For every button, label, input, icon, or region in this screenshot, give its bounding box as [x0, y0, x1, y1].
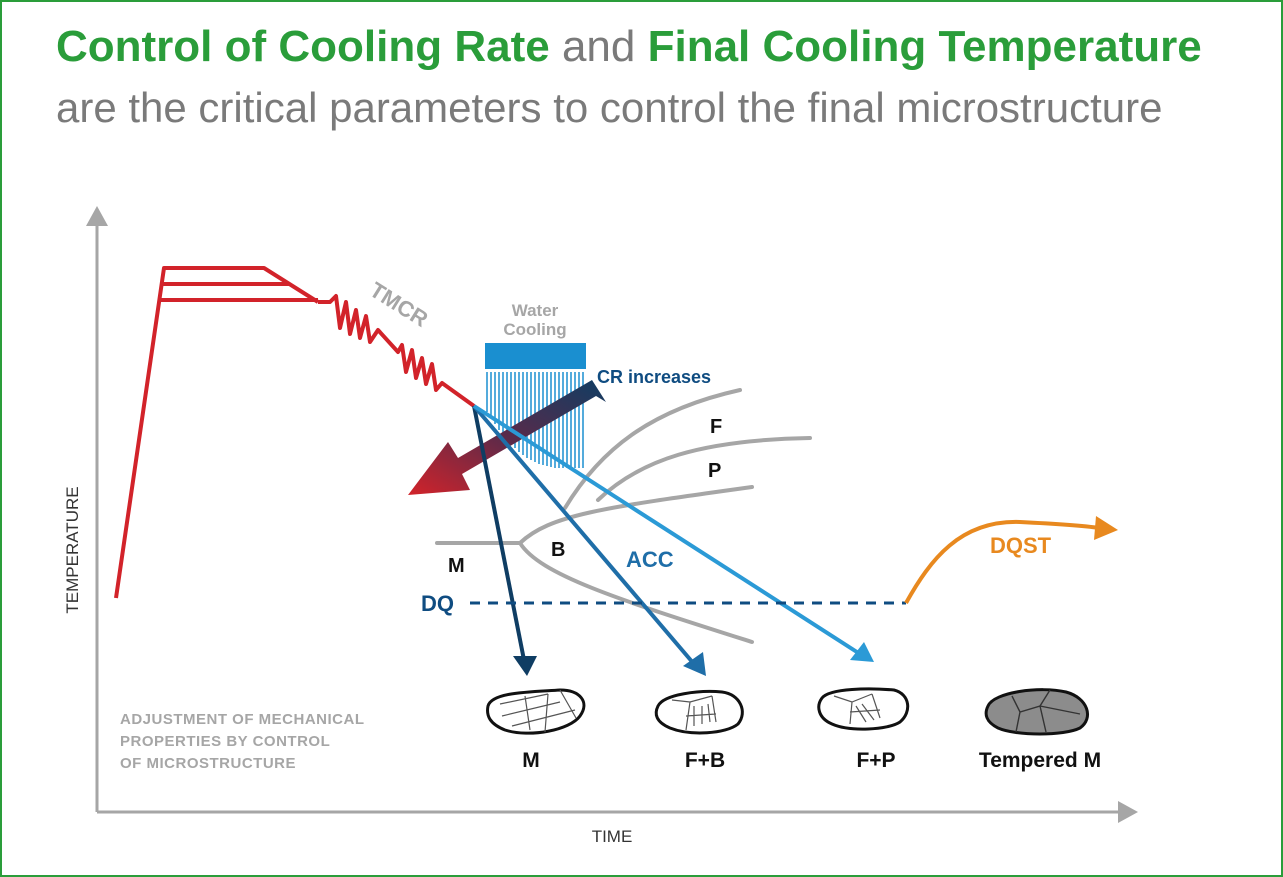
reheating-line — [114, 266, 320, 599]
title-connector: and — [549, 22, 648, 71]
microstructure-fp — [817, 687, 910, 731]
bainite-nose-curve — [518, 485, 754, 545]
tmcr-label: TMCR — [365, 277, 432, 332]
dqst-arrowhead — [1094, 516, 1118, 540]
grain-fp-icon — [817, 687, 910, 731]
title: Control of Cooling Rate and Final Coolin… — [56, 22, 1202, 72]
path-to-fp — [472, 404, 862, 656]
micro-label-tempered-m: Tempered M — [979, 749, 1101, 772]
arrowhead-fp — [850, 642, 874, 662]
water-cooling-header — [485, 343, 586, 369]
pearlite-start-curve — [596, 436, 812, 502]
grain-m-icon — [486, 688, 586, 735]
x-axis-label: TIME — [592, 827, 633, 846]
cr-increases-arrow — [408, 380, 606, 495]
microstructure-fb — [654, 690, 744, 735]
phase-f-label: F — [710, 416, 722, 438]
y-axis-arrow — [86, 206, 108, 226]
process-path — [114, 266, 476, 599]
acc-label: ACC — [626, 547, 674, 572]
arrowhead-m — [513, 656, 537, 676]
phase-m-label: M — [448, 555, 465, 577]
dq-label: DQ — [421, 591, 454, 616]
y-axis-label: TEMPERATURE — [63, 486, 82, 613]
grain-fb-lines — [671, 695, 717, 731]
bainite-lower-curve — [518, 541, 754, 644]
micro-label-fp: F+P — [856, 749, 895, 772]
grain-tempered-m-boundaries — [1011, 689, 1081, 733]
microstructure-tempered-m — [984, 688, 1090, 736]
path-to-fb — [472, 404, 696, 666]
note-line-1: ADJUSTMENT OF MECHANICAL — [120, 711, 365, 728]
ferrite-start-curve — [563, 388, 742, 510]
micro-label-fb: F+B — [685, 749, 725, 772]
dqst-curve — [904, 519, 1101, 604]
note-line-2: PROPERTIES BY CONTROL — [120, 733, 330, 750]
cct-curves — [435, 388, 812, 644]
x-axis-arrow — [1118, 801, 1138, 823]
water-cooling-label-1: Water — [512, 301, 559, 320]
subtitle: are the critical parameters to control t… — [56, 84, 1163, 131]
path-to-m — [472, 405, 526, 661]
axes: TIME TEMPERATURE — [63, 206, 1138, 846]
note-line-3: OF MICROSTRUCTURE — [120, 755, 296, 772]
grain-m-hatching — [499, 689, 577, 733]
micro-label-m: M — [522, 749, 540, 772]
grain-fb-icon — [654, 690, 744, 735]
arrowhead-fb — [683, 652, 706, 676]
grain-fp-lines — [833, 693, 881, 725]
grain-tempered-m-icon — [984, 688, 1090, 736]
dqst-label: DQST — [990, 533, 1052, 558]
cr-increases-label: CR increases — [597, 367, 711, 387]
cooling-paths — [472, 404, 862, 666]
phase-b-label: B — [551, 539, 565, 561]
microstructure-m — [486, 688, 586, 735]
adjustment-note: ADJUSTMENT OF MECHANICAL PROPERTIES BY C… — [120, 711, 365, 772]
title-final-temp: Final Cooling Temperature — [647, 22, 1202, 71]
water-cooling-label-2: Cooling — [503, 320, 566, 339]
tmcr-rolling-zigzag — [318, 294, 476, 408]
title-cooling-rate: Control of Cooling Rate — [56, 22, 550, 71]
phase-p-label: P — [708, 460, 721, 482]
